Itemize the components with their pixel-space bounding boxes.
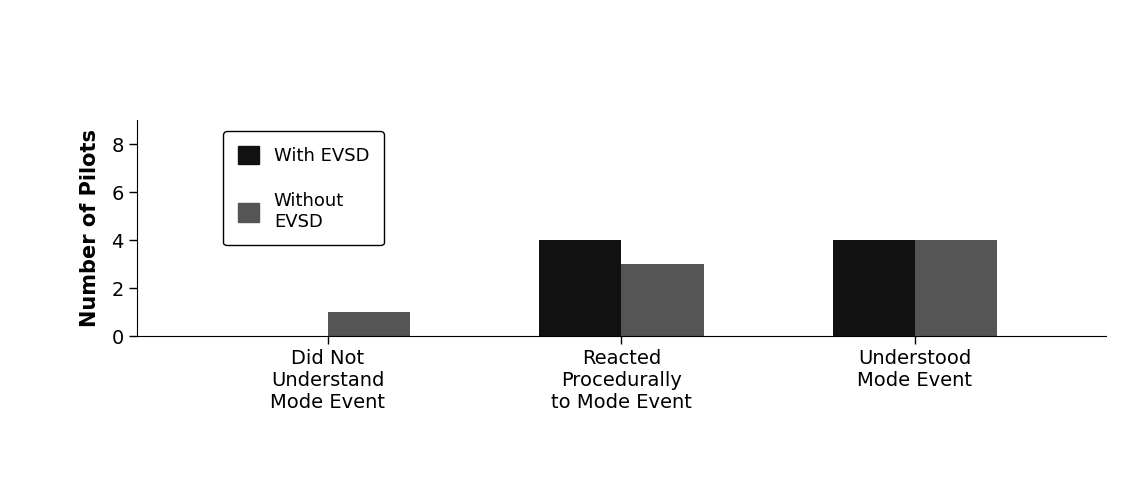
Bar [621,264,703,336]
Bar [832,240,915,336]
Bar [915,240,998,336]
Y-axis label: Number of Pilots: Number of Pilots [80,129,100,327]
Bar [327,312,410,336]
Legend: With EVSD, Without
EVSD: With EVSD, Without EVSD [223,131,384,245]
Bar [539,240,621,336]
